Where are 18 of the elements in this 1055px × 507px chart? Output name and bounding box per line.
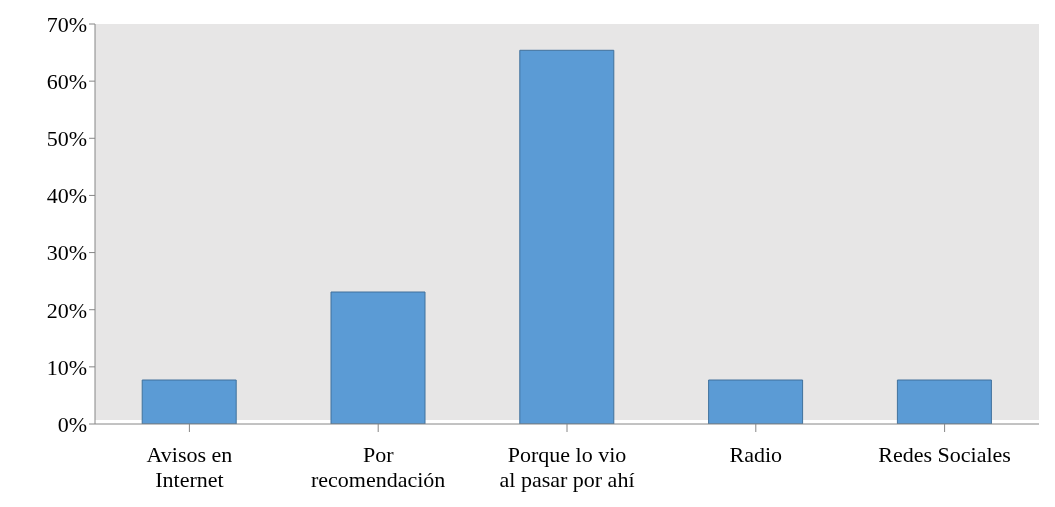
bar [141, 379, 237, 424]
x-tick-label: Radio [729, 441, 783, 467]
bar [708, 379, 804, 424]
bar [896, 379, 992, 424]
y-tick-label: 40% [46, 183, 87, 209]
y-tick-label: 0% [57, 411, 87, 437]
x-tick-label: Por recomendación [311, 441, 446, 493]
y-tick-label: 30% [46, 240, 87, 266]
x-tick-label: Avisos en Internet [146, 441, 233, 493]
y-tick-label: 10% [46, 354, 87, 380]
y-tick-label: 70% [46, 11, 87, 37]
bar [330, 291, 426, 424]
y-tick-label: 20% [46, 297, 87, 323]
bar [519, 49, 615, 424]
x-tick-label: Redes Sociales [878, 441, 1011, 467]
x-tick-label: Porque lo vio al pasar por ahí [499, 441, 635, 493]
y-tick-label: 60% [46, 68, 87, 94]
y-tick-label: 50% [46, 126, 87, 152]
